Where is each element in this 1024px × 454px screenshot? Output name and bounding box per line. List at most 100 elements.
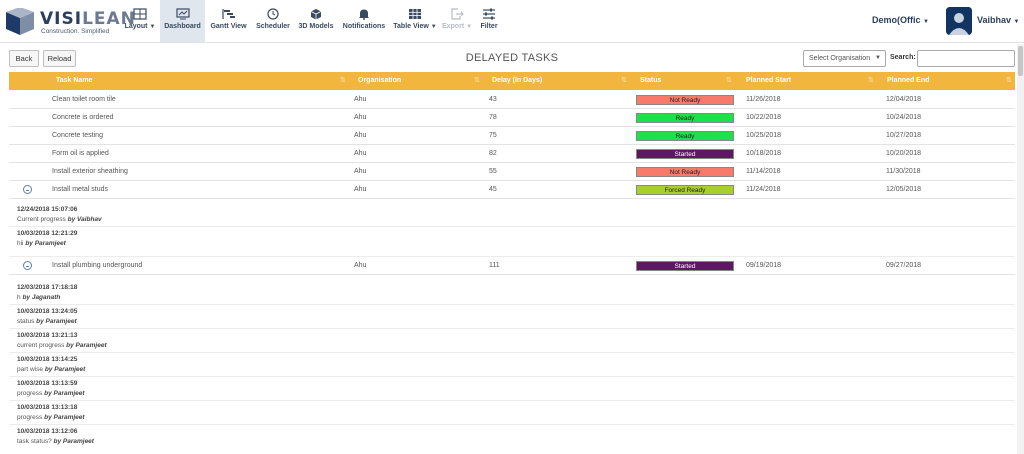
nav-filter[interactable]: Filter	[477, 0, 501, 42]
organisation-cell: Ahu	[354, 168, 367, 175]
task-name-cell: Concrete testing	[52, 132, 103, 139]
search-input[interactable]	[917, 50, 1015, 67]
nav-3d-models[interactable]: 3D Models	[296, 0, 336, 42]
clock-icon	[267, 8, 279, 20]
comment-text: progress by Paramjeet	[17, 414, 85, 421]
column-header-planned-end[interactable]: Planned End	[887, 77, 930, 84]
table-row[interactable]: Install plumbing underground Ahu 111 Sta…	[9, 257, 1015, 275]
comment-text: part wise by Paramjeet	[17, 366, 86, 373]
organisation-cell: Ahu	[354, 262, 367, 269]
comment-timestamp: 10/03/2018 13:14:25	[17, 356, 78, 363]
planned-start-cell: 10/22/2018	[746, 114, 782, 121]
nav-export[interactable]: Export ▼	[440, 0, 474, 42]
comment-timestamp: 12/24/2018 15:07:06	[17, 206, 78, 213]
vertical-scrollbar[interactable]	[1017, 44, 1024, 454]
comment-text: current progress by Paramjeet	[17, 342, 107, 349]
planned-end-cell: 10/20/2018	[886, 150, 922, 157]
nav-notifications[interactable]: Notifications	[341, 0, 387, 42]
nav-gantt-view[interactable]: Gantt View	[207, 0, 250, 42]
status-badge: Not Ready	[636, 95, 734, 105]
planned-end-cell: 09/27/2018	[886, 262, 922, 269]
comment-author: by Paramjeet	[53, 438, 94, 445]
collapse-row-icon[interactable]	[23, 261, 32, 270]
chevron-down-icon: ▼	[149, 24, 156, 30]
nav-table-view[interactable]: Table View ▼	[393, 0, 437, 42]
user-menu[interactable]: Vaibhav ▼	[977, 15, 1020, 25]
planned-start-cell: 10/18/2018	[746, 150, 782, 157]
comment-text: hii by Paramjeet	[17, 240, 66, 247]
organisation-cell: Ahu	[354, 96, 367, 103]
column-header-organisation[interactable]: Organisation	[358, 77, 402, 84]
table-row[interactable]: Form oil is applied Ahu 82 Started 10/18…	[9, 145, 1015, 163]
comment-text: h by Jaganath	[17, 294, 61, 301]
sort-icon[interactable]: ⇅	[340, 77, 346, 84]
comment-entry: 10/03/2018 13:12:06 task status? by Para…	[9, 425, 1015, 449]
comment-timestamp: 10/03/2018 13:24:05	[17, 308, 78, 315]
organisation-select[interactable]: Select Organisation ▼	[803, 50, 886, 67]
column-header-delay[interactable]: Delay (In Days)	[492, 77, 543, 84]
export-icon	[451, 8, 464, 20]
nav-dashboard[interactable]: Dashboard	[160, 0, 205, 42]
status-badge: Ready	[636, 131, 734, 141]
delay-cell: 55	[489, 168, 497, 175]
comment-text: progress by Paramjeet	[17, 390, 85, 397]
layout-icon	[133, 8, 147, 20]
chevron-down-icon: ▼	[430, 24, 437, 30]
nav-export-label: Export	[441, 23, 465, 30]
comment-timestamp: 10/03/2018 13:12:06	[17, 428, 78, 435]
table-row[interactable]: Clean toilet room tile Ahu 43 Not Ready …	[9, 91, 1015, 109]
collapse-row-icon[interactable]	[23, 185, 32, 194]
organisation-name: Demo(Offic	[872, 15, 921, 25]
comment-entry: 12/24/2018 15:07:06 Current progress by …	[9, 203, 1015, 227]
delay-cell: 82	[489, 150, 497, 157]
user-avatar-icon	[946, 7, 972, 35]
sort-icon[interactable]: ⇅	[1006, 77, 1012, 84]
comment-author: by Paramjeet	[36, 318, 77, 325]
table-row[interactable]: Concrete is ordered Ahu 78 Ready 10/22/2…	[9, 109, 1015, 127]
sort-icon[interactable]: ⇅	[621, 77, 627, 84]
task-name-cell: Clean toilet room tile	[52, 96, 116, 103]
planned-end-cell: 10/24/2018	[886, 114, 922, 121]
logo-tagline: Construction. Simplified	[41, 28, 110, 35]
bell-icon	[359, 9, 369, 20]
back-button[interactable]: Back	[9, 50, 39, 67]
planned-start-cell: 10/25/2018	[746, 132, 782, 139]
comment-timestamp: 10/03/2018 13:21:13	[17, 332, 78, 339]
comment-entry: 10/03/2018 13:21:13 current progress by …	[9, 329, 1015, 353]
sliders-icon	[483, 8, 495, 20]
status-badge: Started	[636, 149, 734, 159]
status-badge: Ready	[636, 113, 734, 123]
task-name-cell: Install exterior sheathing	[52, 168, 128, 175]
nav-layout[interactable]: Layout ▼	[122, 0, 158, 42]
visilean-logo[interactable]: VISILEAN Construction. Simplified	[4, 6, 135, 38]
planned-end-cell: 10/27/2018	[886, 132, 922, 139]
sort-icon[interactable]: ⇅	[474, 77, 480, 84]
comment-text: Current progress by Vaibhav	[17, 216, 102, 223]
organisation-switcher[interactable]: Demo(Offic ▼	[872, 15, 929, 25]
nav-scheduler[interactable]: Scheduler	[253, 0, 293, 42]
column-header-planned-start[interactable]: Planned Start	[746, 77, 792, 84]
comment-entry: 10/03/2018 13:13:59 progress by Paramjee…	[9, 377, 1015, 401]
nav-gantt-label: Gantt View	[210, 23, 247, 30]
avatar[interactable]	[946, 7, 972, 35]
column-header-status[interactable]: Status	[640, 77, 662, 84]
column-header-task-name[interactable]: Task Name	[56, 77, 93, 84]
logo-mark-icon	[6, 8, 34, 35]
planned-start-cell: 09/19/2018	[746, 262, 782, 269]
nav-layout-label: Layout	[124, 23, 148, 30]
table-row[interactable]: Install metal studs Ahu 45 Forced Ready …	[9, 181, 1015, 199]
reload-button[interactable]: Reload	[43, 50, 76, 67]
sort-icon[interactable]: ⇅	[868, 77, 874, 84]
scrollbar-thumb[interactable]	[1018, 46, 1023, 76]
comment-author: by Jaganath	[22, 294, 61, 301]
nav-dashboard-label: Dashboard	[164, 23, 201, 30]
sort-icon[interactable]: ⇅	[726, 77, 732, 84]
comment-author: by Paramjeet	[44, 414, 85, 421]
planned-end-cell: 12/04/2018	[886, 96, 922, 103]
table-row[interactable]: Concrete testing Ahu 75 Ready 10/25/2018…	[9, 127, 1015, 145]
comment-entry: 10/03/2018 12:21:29 hii by Paramjeet	[9, 227, 1015, 257]
cube-icon	[310, 9, 322, 20]
task-name-cell: Install plumbing underground	[52, 262, 143, 269]
table-row[interactable]: Install exterior sheathing Ahu 55 Not Re…	[9, 163, 1015, 181]
table-header: Task Name ⇅ Organisation ⇅ Delay (In Day…	[9, 72, 1015, 90]
